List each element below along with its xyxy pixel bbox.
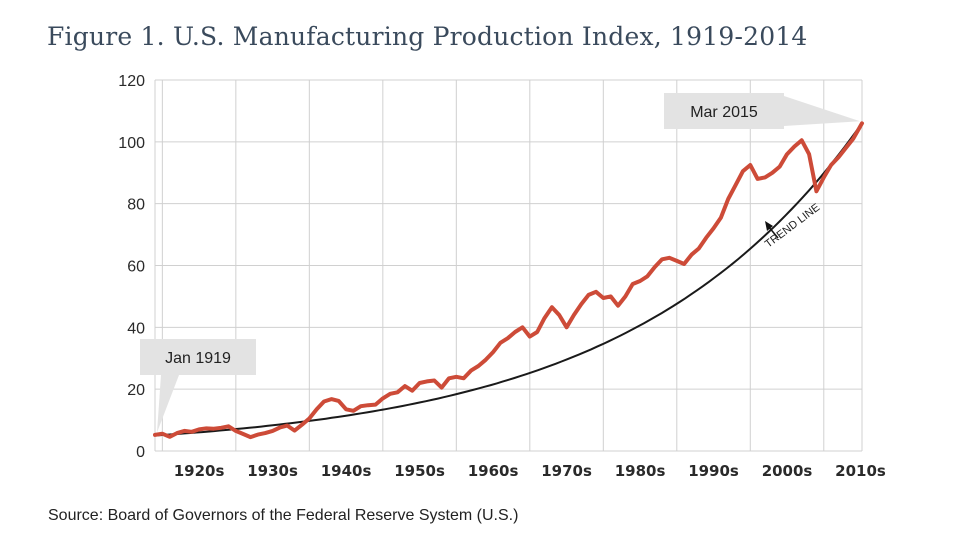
x-tick-label: 1920s xyxy=(174,462,225,480)
x-tick-label: 2000s xyxy=(762,462,813,480)
x-tick-label: 1940s xyxy=(321,462,372,480)
x-tick-label: 1990s xyxy=(688,462,739,480)
plot-area xyxy=(153,121,864,440)
y-tick-label: 100 xyxy=(118,135,145,152)
x-tick-label: 1970s xyxy=(541,462,592,480)
callout-label-mar-2015: Mar 2015 xyxy=(690,104,758,121)
y-tick-label: 80 xyxy=(127,197,145,214)
callout-box-jan-1919 xyxy=(140,339,256,375)
callout-pointer-mar-2015 xyxy=(784,96,860,126)
callout-label-jan-1919: Jan 1919 xyxy=(165,350,231,367)
y-axis-ticks: 0 20 40 60 80 100 120 xyxy=(118,73,145,461)
x-tick-label: 1980s xyxy=(615,462,666,480)
callout-box-mar-2015 xyxy=(664,93,784,129)
x-tick-label: 1960s xyxy=(468,462,519,480)
callout-pointer-jan-1919 xyxy=(157,375,179,433)
source-note: Source: Board of Governors of the Federa… xyxy=(48,507,519,524)
x-tick-label: 1950s xyxy=(394,462,445,480)
trend-line xyxy=(154,122,863,437)
trend-arrow-head xyxy=(765,221,773,231)
y-tick-label: 120 xyxy=(118,73,145,90)
x-tick-label: 2010s xyxy=(835,462,886,480)
y-tick-label: 40 xyxy=(127,320,145,337)
y-tick-label: 60 xyxy=(127,259,145,276)
y-tick-label: 20 xyxy=(127,382,145,399)
chart-title: Figure 1. U.S. Manufacturing Production … xyxy=(47,22,808,51)
line-chart: 0 20 40 60 80 100 120 1920s 1930s 1940s 1950s 1960… xyxy=(118,73,886,480)
x-axis-ticks: 1920s 1930s 1940s 1950s 1960s 1970s 1980s 1990s… xyxy=(174,462,886,480)
series-line-production-index xyxy=(153,121,864,440)
y-tick-label: 0 xyxy=(136,444,145,461)
grid-lines xyxy=(154,79,863,452)
x-tick-label: 1930s xyxy=(247,462,298,480)
